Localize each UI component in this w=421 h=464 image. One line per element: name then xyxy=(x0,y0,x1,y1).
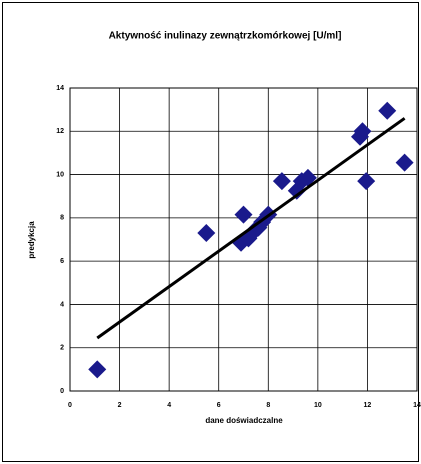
x-tick-label: 12 xyxy=(364,402,372,409)
y-tick-label: 6 xyxy=(60,258,64,265)
y-tick-label: 4 xyxy=(60,301,64,308)
x-tick-label: 6 xyxy=(217,402,221,409)
point xyxy=(378,101,397,120)
y-tick-label: 14 xyxy=(56,85,64,92)
chart-title: Aktywność inulinazy zewnątrzkomórkowej [… xyxy=(109,31,342,42)
y-tick-label: 8 xyxy=(60,215,64,222)
y-tick-label: 10 xyxy=(56,171,64,178)
x-tick-label: 8 xyxy=(266,402,270,409)
point xyxy=(234,205,253,224)
point xyxy=(197,224,216,243)
x-tick-label: 10 xyxy=(314,402,322,409)
point xyxy=(353,122,372,141)
point xyxy=(298,168,317,187)
trend-line xyxy=(96,117,406,340)
x-tick-label: 0 xyxy=(68,402,72,409)
y-axis-label: predykcja xyxy=(27,221,36,259)
point xyxy=(357,172,376,191)
point xyxy=(272,172,291,191)
point xyxy=(395,153,414,172)
x-tick-label: 14 xyxy=(413,402,421,409)
x-tick-label: 2 xyxy=(118,402,122,409)
point xyxy=(88,360,107,379)
x-axis-label: dane doświadczalne xyxy=(205,416,283,425)
y-tick-label: 0 xyxy=(60,388,64,395)
y-tick-label: 12 xyxy=(56,128,64,135)
x-tick-label: 4 xyxy=(167,402,171,409)
y-tick-label: 2 xyxy=(60,345,64,352)
